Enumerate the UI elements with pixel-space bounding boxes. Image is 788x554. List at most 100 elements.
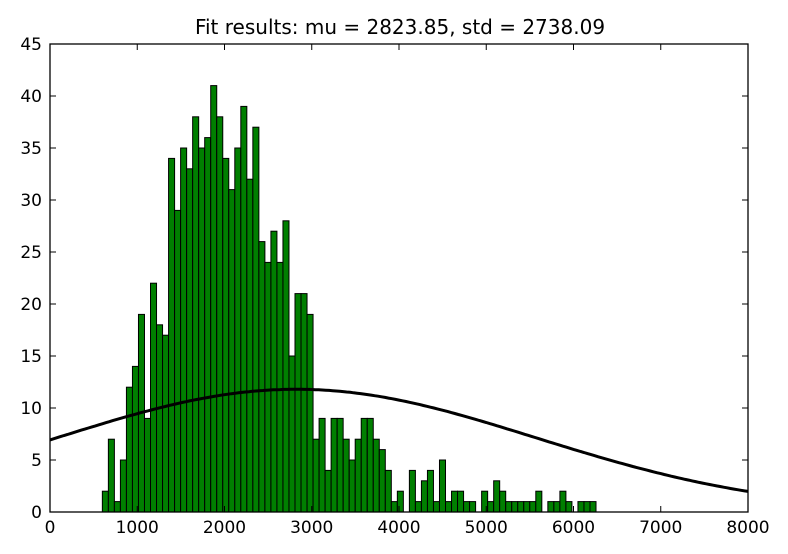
histogram-bar-67	[517, 501, 525, 513]
x-tick-label-1: 1000	[116, 518, 159, 538]
x-tick-label-5: 5000	[465, 518, 508, 538]
histogram-bar-69	[529, 501, 537, 513]
histogram-bar-10	[162, 334, 170, 513]
histogram-bar-54	[432, 501, 440, 513]
histogram-bar-72	[553, 501, 561, 513]
histogram-bar-43	[360, 417, 368, 513]
y-tick-label-7: 35	[20, 139, 42, 159]
y-tick-label-8: 40	[20, 87, 42, 107]
histogram-bar-36	[318, 417, 326, 513]
chart-title: Fit results: mu = 2823.85, std = 2738.09	[195, 15, 605, 39]
histogram-bar-74	[565, 501, 573, 513]
histogram-bar-64	[499, 490, 507, 513]
histogram-bar-31	[288, 355, 296, 513]
histogram-bar-49	[396, 490, 404, 513]
y-tick-label-5: 25	[20, 243, 42, 263]
histogram-bar-34	[306, 313, 314, 513]
histogram-bar-2	[113, 501, 121, 513]
histogram-bar-57	[451, 490, 459, 513]
histogram-bar-38	[330, 417, 338, 513]
histogram-bar-22	[234, 147, 242, 513]
histogram-bar-60	[469, 501, 477, 513]
histogram-bar-55	[438, 459, 447, 513]
histogram-bar-32	[294, 293, 302, 513]
histogram-bar-68	[523, 501, 531, 513]
histogram-bar-50	[408, 469, 416, 513]
histogram-bar-77	[589, 501, 597, 513]
histogram-bar-15	[192, 116, 200, 513]
histogram-bar-42	[354, 438, 362, 513]
histogram-bar-53	[426, 469, 434, 513]
histogram-bar-23	[240, 105, 248, 513]
histogram-bar-37	[324, 469, 332, 513]
normal-fit-curve	[49, 387, 749, 493]
histogram-bar-28	[270, 230, 278, 513]
histogram-bar-29	[276, 261, 284, 513]
x-tick-label-8: 8000	[726, 518, 769, 538]
histogram-bar-59	[463, 501, 471, 513]
histogram-bar-48	[390, 501, 398, 513]
histogram-bar-8	[150, 282, 158, 513]
histogram-bar-25	[252, 126, 260, 513]
histogram-bar-26	[258, 241, 266, 513]
histogram-bar-19	[216, 116, 224, 513]
histogram-bar-21	[228, 189, 236, 513]
histogram-bar-52	[420, 480, 428, 513]
histogram-bar-62	[487, 501, 495, 513]
y-tick-label-0: 0	[31, 503, 42, 523]
x-tick-label-2: 2000	[203, 518, 246, 538]
histogram-bar-1	[107, 438, 115, 513]
histogram-bar-73	[559, 490, 567, 513]
histogram-bar-63	[493, 480, 501, 513]
histogram-bar-7	[143, 417, 152, 513]
histogram-bar-30	[282, 220, 290, 513]
histogram-bar-35	[312, 438, 320, 513]
histogram-bar-4	[125, 386, 133, 513]
histogram-bar-0	[101, 490, 109, 513]
y-tick-label-6: 30	[20, 191, 42, 211]
histogram-bar-17	[204, 137, 212, 513]
x-tick-label-3: 3000	[290, 518, 333, 538]
y-tick-label-4: 20	[20, 295, 42, 315]
y-tick-label-3: 15	[20, 347, 42, 367]
histogram-bar-75	[577, 501, 585, 513]
x-tick-label-4: 4000	[377, 518, 420, 538]
histogram-bar-45	[372, 438, 380, 513]
histogram-bar-65	[505, 501, 513, 513]
histogram-bar-58	[457, 490, 465, 513]
y-axis: 0 5 10 15 20 25 30 35 40 45	[20, 35, 748, 523]
x-tick-label-0: 0	[45, 518, 56, 538]
histogram-bar-47	[384, 469, 392, 513]
histogram-bar-33	[300, 293, 308, 513]
histogram-bar-3	[119, 459, 127, 513]
histogram-bar-9	[156, 324, 164, 513]
x-axis: 0 1000 2000 3000 4000 5000 6000 7000 8000	[45, 44, 770, 538]
histogram-bar-11	[168, 157, 176, 513]
bars-group	[101, 85, 597, 513]
histogram-bar-44	[366, 417, 374, 513]
x-tick-label-7: 7000	[639, 518, 682, 538]
histogram-bar-16	[198, 147, 206, 513]
histogram-bar-46	[378, 449, 386, 513]
histogram-bar-20	[222, 157, 230, 513]
histogram-bar-71	[547, 501, 555, 513]
histogram-bar-39	[336, 417, 344, 513]
histogram-bar-51	[414, 501, 422, 513]
fit-curve-group	[49, 387, 749, 493]
histogram-bar-24	[246, 178, 254, 513]
histogram-bar-5	[131, 365, 139, 513]
histogram-bar-66	[511, 501, 519, 513]
histogram-bar-70	[535, 490, 543, 513]
histogram-bar-14	[186, 168, 194, 513]
y-tick-label-1: 5	[31, 451, 42, 471]
histogram-bar-12	[174, 209, 182, 513]
histogram-bar-40	[342, 438, 350, 513]
x-tick-label-6: 6000	[552, 518, 595, 538]
histogram-bar-56	[445, 501, 453, 513]
y-tick-label-2: 10	[20, 399, 42, 419]
histogram-bar-13	[180, 147, 188, 513]
histogram-bar-18	[210, 85, 218, 513]
histogram-bar-76	[583, 501, 591, 513]
histogram-bar-41	[348, 459, 356, 513]
